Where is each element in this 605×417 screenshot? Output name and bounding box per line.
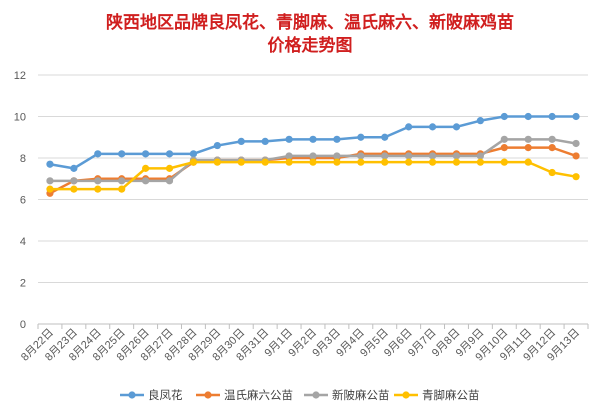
data-point	[381, 158, 389, 166]
data-point	[524, 144, 532, 152]
data-point	[333, 158, 341, 166]
data-point	[572, 139, 580, 148]
data-point	[452, 123, 461, 131]
y-tick-label: 8	[20, 153, 26, 165]
data-point	[94, 177, 102, 185]
data-point	[500, 158, 508, 166]
data-point	[572, 112, 580, 121]
data-point	[142, 177, 150, 185]
legend-label: 青脚麻公苗	[422, 388, 480, 402]
gridlines	[38, 74, 588, 325]
y-tick-label: 12	[14, 70, 26, 82]
data-point	[452, 158, 461, 166]
data-point	[237, 158, 245, 166]
data-point	[476, 158, 484, 166]
legend-label: 新陂麻公苗	[332, 388, 390, 402]
data-point	[70, 185, 78, 193]
data-point	[94, 185, 102, 193]
data-point	[357, 158, 365, 166]
data-point	[309, 158, 317, 166]
data-point	[285, 158, 293, 166]
chart-title-line-2: 价格走势图	[268, 35, 353, 56]
data-point	[165, 150, 174, 158]
data-point	[476, 117, 484, 125]
legend-swatch-marker	[128, 391, 136, 399]
data-point	[70, 177, 78, 185]
data-point	[142, 150, 150, 158]
data-point	[309, 135, 317, 143]
data-point	[118, 185, 126, 193]
data-point	[428, 152, 437, 160]
data-point	[165, 164, 174, 172]
data-point	[548, 135, 556, 143]
data-point	[476, 152, 484, 160]
data-point	[548, 168, 556, 177]
y-tick-label: 0	[20, 319, 26, 331]
data-point	[548, 112, 556, 121]
data-point	[70, 164, 78, 172]
data-point	[357, 152, 365, 160]
data-point	[285, 135, 293, 143]
data-point	[285, 152, 293, 160]
data-point	[237, 137, 245, 145]
data-point	[405, 158, 413, 166]
legend-label: 温氏麻六公苗	[224, 388, 293, 402]
y-tick-label: 10	[14, 112, 26, 124]
legend-swatch-marker	[402, 391, 410, 399]
data-point	[213, 141, 221, 150]
data-point	[500, 112, 508, 121]
data-point	[333, 152, 341, 160]
data-point	[572, 173, 580, 181]
data-point	[500, 135, 508, 143]
data-point	[309, 152, 317, 160]
legend: 良凤花 温氏麻六公苗 新陂麻公苗 青脚麻公苗	[120, 388, 480, 402]
data-point	[524, 158, 532, 166]
legend-label: 良凤花	[148, 388, 183, 402]
data-point	[189, 158, 198, 166]
data-point	[333, 135, 341, 143]
data-point	[213, 158, 221, 166]
data-point	[357, 133, 365, 141]
data-point	[572, 152, 580, 160]
data-point	[381, 152, 389, 160]
legend-swatch-marker	[204, 391, 212, 399]
data-point	[452, 152, 461, 160]
x-axis-ticks: 8月22日8月23日8月24日8月25日8月26日8月27日8月28日8月29日…	[19, 324, 589, 364]
data-point	[142, 164, 150, 172]
data-point	[46, 160, 54, 168]
data-point	[189, 150, 198, 158]
data-point	[118, 177, 126, 185]
data-point	[524, 135, 532, 143]
data-point	[46, 177, 54, 185]
series-lines	[46, 112, 580, 197]
y-tick-label: 6	[20, 195, 26, 207]
data-point	[261, 158, 269, 166]
data-point	[524, 112, 532, 121]
data-point	[381, 133, 389, 141]
data-point	[428, 123, 437, 131]
data-point	[548, 144, 556, 152]
legend-swatch-marker	[312, 391, 320, 399]
data-point	[94, 150, 102, 158]
data-point	[118, 150, 126, 158]
y-tick-label: 4	[20, 236, 26, 248]
data-point	[405, 152, 413, 160]
data-point	[405, 123, 413, 131]
data-point	[165, 177, 174, 185]
y-axis-ticks: 0 2 4 6 8 10 12	[14, 70, 26, 331]
y-tick-label: 2	[20, 278, 26, 290]
data-point	[261, 137, 269, 145]
data-point	[500, 144, 508, 152]
data-point	[428, 158, 437, 166]
data-point	[46, 185, 54, 193]
series-line	[49, 160, 577, 191]
chart-title-line-1: 陕西地区品牌良凤花、青脚麻、温氏麻六、新陂麻鸡苗	[106, 12, 514, 33]
